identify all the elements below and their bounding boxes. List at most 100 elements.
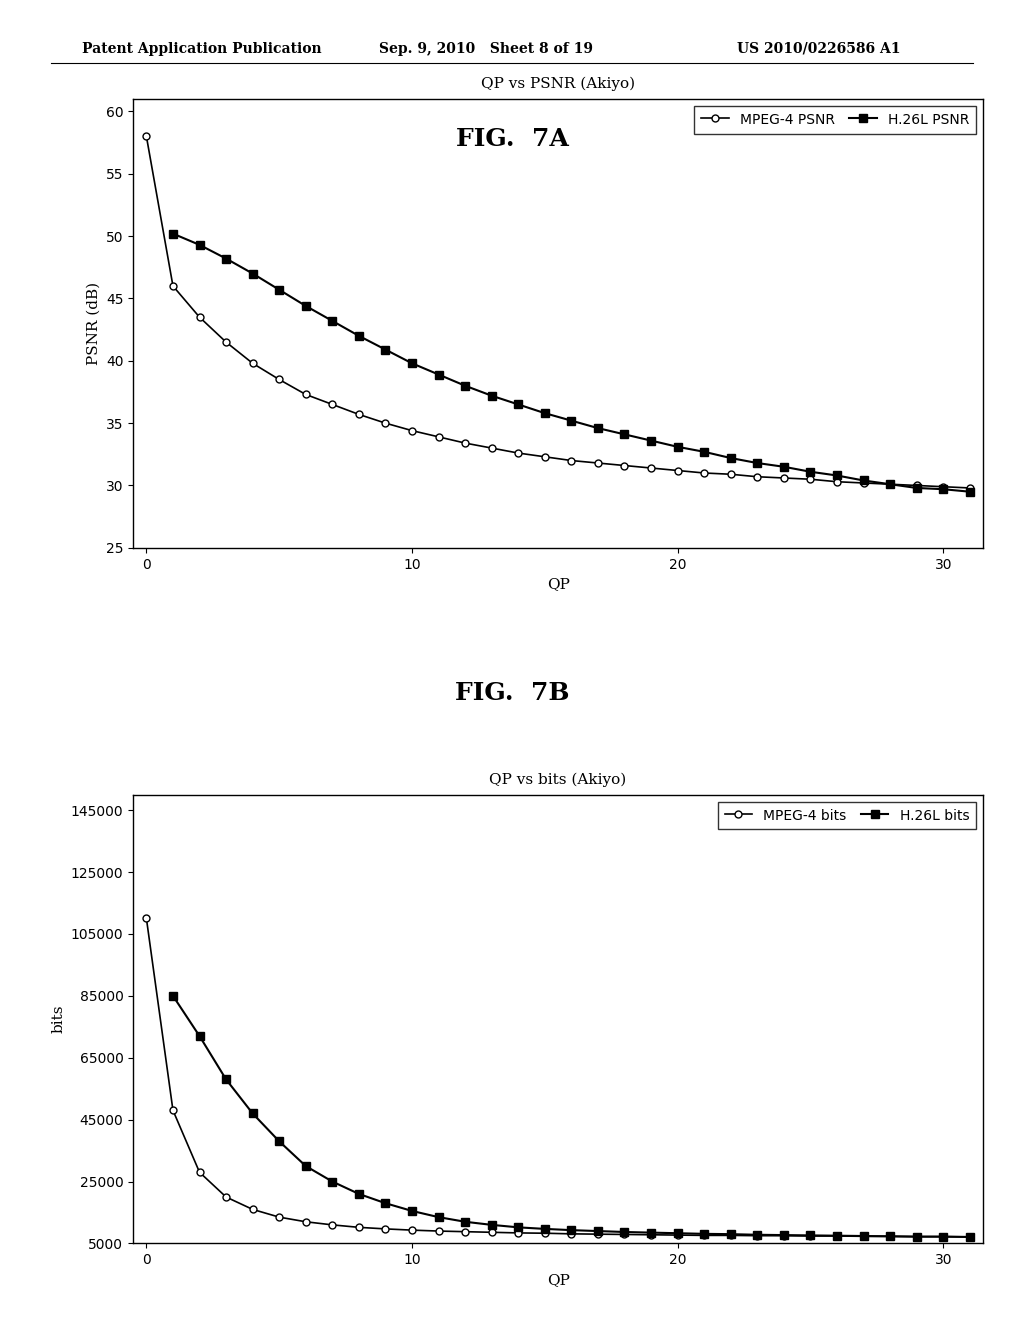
H.26L bits xyxy=(167,987,179,1003)
MPEG-4 bits xyxy=(884,1229,896,1245)
MPEG-4 PSNR xyxy=(777,470,790,486)
MPEG-4 bits xyxy=(804,1228,816,1243)
H.26L PSNR xyxy=(910,480,923,496)
MPEG-4 bits xyxy=(592,1226,604,1242)
MPEG-4 PSNR xyxy=(432,429,444,445)
H.26L PSNR xyxy=(830,467,843,483)
MPEG-4 PSNR xyxy=(352,407,365,422)
MPEG-4 bits xyxy=(937,1229,949,1245)
MPEG-4 PSNR xyxy=(539,449,551,465)
H.26L bits xyxy=(884,1229,896,1245)
MPEG-4 bits xyxy=(830,1228,843,1243)
MPEG-4 bits xyxy=(352,1220,365,1236)
H.26L bits xyxy=(194,1028,206,1044)
H.26L bits xyxy=(618,1224,631,1239)
H.26L PSNR xyxy=(937,482,949,498)
H.26L PSNR xyxy=(194,238,206,253)
Line: H.26L PSNR: H.26L PSNR xyxy=(169,230,974,496)
MPEG-4 PSNR xyxy=(406,422,418,438)
H.26L PSNR xyxy=(512,396,524,412)
H.26L PSNR xyxy=(698,444,711,459)
MPEG-4 PSNR xyxy=(672,462,684,478)
H.26L bits xyxy=(379,1196,391,1212)
Line: MPEG-4 bits: MPEG-4 bits xyxy=(143,915,973,1241)
H.26L bits xyxy=(459,1214,471,1230)
H.26L bits xyxy=(830,1228,843,1243)
MPEG-4 bits xyxy=(220,1189,232,1205)
H.26L bits xyxy=(406,1203,418,1218)
H.26L PSNR xyxy=(964,484,976,500)
Text: FIG.  7A: FIG. 7A xyxy=(456,127,568,150)
H.26L PSNR xyxy=(300,298,312,314)
MPEG-4 PSNR xyxy=(220,334,232,350)
H.26L bits xyxy=(273,1134,286,1150)
H.26L PSNR xyxy=(459,378,471,393)
H.26L bits xyxy=(804,1228,816,1243)
MPEG-4 bits xyxy=(618,1226,631,1242)
MPEG-4 PSNR xyxy=(618,458,631,474)
MPEG-4 bits xyxy=(167,1102,179,1118)
H.26L bits xyxy=(327,1173,339,1189)
Text: Sep. 9, 2010   Sheet 8 of 19: Sep. 9, 2010 Sheet 8 of 19 xyxy=(379,42,593,55)
MPEG-4 PSNR xyxy=(910,478,923,494)
MPEG-4 PSNR xyxy=(485,440,498,455)
MPEG-4 bits xyxy=(964,1229,976,1245)
MPEG-4 PSNR xyxy=(140,128,153,144)
MPEG-4 bits xyxy=(645,1226,657,1242)
MPEG-4 PSNR xyxy=(300,387,312,403)
MPEG-4 PSNR xyxy=(273,372,286,388)
H.26L PSNR xyxy=(273,282,286,298)
H.26L bits xyxy=(247,1106,259,1122)
MPEG-4 PSNR xyxy=(379,416,391,432)
MPEG-4 bits xyxy=(857,1229,869,1245)
MPEG-4 bits xyxy=(247,1201,259,1217)
X-axis label: QP: QP xyxy=(547,577,569,591)
MPEG-4 PSNR xyxy=(857,475,869,491)
H.26L PSNR xyxy=(539,405,551,421)
MPEG-4 bits xyxy=(379,1221,391,1237)
H.26L PSNR xyxy=(592,420,604,436)
MPEG-4 PSNR xyxy=(592,455,604,471)
H.26L PSNR xyxy=(352,327,365,343)
MPEG-4 bits xyxy=(672,1228,684,1243)
MPEG-4 bits xyxy=(459,1224,471,1239)
MPEG-4 PSNR xyxy=(964,480,976,496)
H.26L bits xyxy=(352,1185,365,1201)
H.26L bits xyxy=(857,1228,869,1243)
H.26L PSNR xyxy=(645,433,657,449)
H.26L bits xyxy=(645,1225,657,1241)
MPEG-4 bits xyxy=(910,1229,923,1245)
H.26L PSNR xyxy=(247,265,259,281)
MPEG-4 PSNR xyxy=(725,466,737,482)
H.26L bits xyxy=(539,1221,551,1237)
H.26L PSNR xyxy=(406,355,418,371)
MPEG-4 PSNR xyxy=(327,396,339,412)
H.26L bits xyxy=(752,1226,764,1242)
H.26L PSNR xyxy=(327,313,339,329)
H.26L bits xyxy=(964,1229,976,1245)
H.26L bits xyxy=(565,1222,578,1238)
MPEG-4 PSNR xyxy=(752,469,764,484)
H.26L PSNR xyxy=(432,367,444,383)
Title: QP vs PSNR (Akiyo): QP vs PSNR (Akiyo) xyxy=(481,77,635,91)
MPEG-4 bits xyxy=(777,1228,790,1243)
Title: QP vs bits (Akiyo): QP vs bits (Akiyo) xyxy=(489,772,627,787)
H.26L bits xyxy=(220,1072,232,1088)
MPEG-4 bits xyxy=(752,1228,764,1243)
H.26L bits xyxy=(432,1209,444,1225)
H.26L bits xyxy=(777,1228,790,1243)
H.26L bits xyxy=(512,1220,524,1236)
Line: H.26L bits: H.26L bits xyxy=(169,991,974,1241)
H.26L bits xyxy=(485,1217,498,1233)
X-axis label: QP: QP xyxy=(547,1272,569,1287)
Y-axis label: PSNR (dB): PSNR (dB) xyxy=(86,282,100,364)
MPEG-4 PSNR xyxy=(167,279,179,294)
MPEG-4 PSNR xyxy=(512,445,524,461)
H.26L PSNR xyxy=(485,388,498,404)
H.26L bits xyxy=(937,1229,949,1245)
MPEG-4 bits xyxy=(485,1225,498,1241)
MPEG-4 bits xyxy=(539,1225,551,1241)
H.26L PSNR xyxy=(167,226,179,242)
MPEG-4 bits xyxy=(406,1222,418,1238)
MPEG-4 bits xyxy=(512,1225,524,1241)
